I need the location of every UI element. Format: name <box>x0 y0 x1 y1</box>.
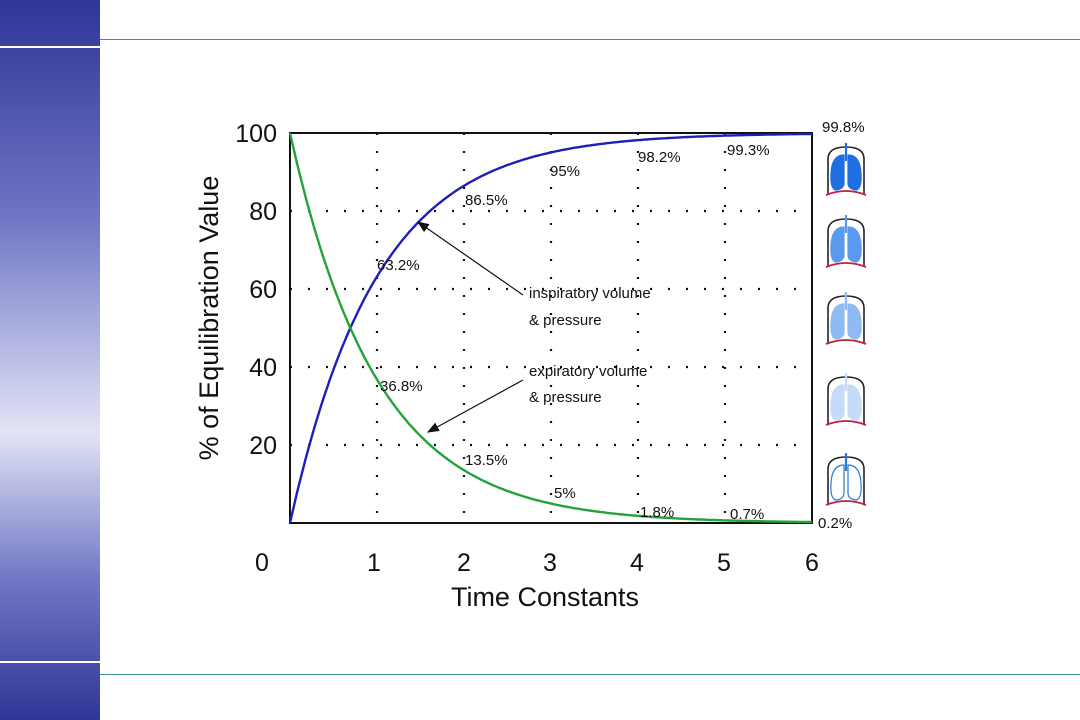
y-tick-label: 60 <box>249 276 277 304</box>
y-tick-label: 80 <box>249 198 277 226</box>
annotation-inspiratory-line1: inspiratory volume <box>529 285 651 302</box>
point-label: 5% <box>554 485 576 502</box>
x-tick-label: 4 <box>630 549 644 577</box>
x-tick-label: 1 <box>367 549 381 577</box>
x-tick-label: 5 <box>717 549 731 577</box>
series-line-inspiratory <box>288 132 812 524</box>
point-label: 1.8% <box>640 504 674 521</box>
side-band-top-notch <box>0 46 100 48</box>
x-tick-label: 3 <box>543 549 557 577</box>
annotation-inspiratory-line2: & pressure <box>529 312 602 329</box>
annotation-expiratory-line1: expiratory volume <box>529 363 647 380</box>
y-tick-label: 40 <box>249 354 277 382</box>
annotation-expiratory-line2: & pressure <box>529 389 602 406</box>
plot-frame <box>289 132 813 524</box>
header-rule <box>100 39 1080 40</box>
annotation-inspiratory: inspiratory volume & pressure <box>417 221 651 329</box>
y-tick-label: 100 <box>235 120 277 148</box>
point-label: 13.5% <box>465 452 508 469</box>
lungs-icon <box>825 292 867 345</box>
x-tick-label: 6 <box>805 549 819 577</box>
point-label: 99.8% <box>822 119 865 136</box>
point-label: 63.2% <box>377 257 420 274</box>
x-tick-label: 0 <box>255 549 269 577</box>
side-band-bottom-notch <box>0 661 100 663</box>
point-label: 36.8% <box>380 378 423 395</box>
point-label: 99.3% <box>727 142 770 159</box>
y-tick-label: 20 <box>249 432 277 460</box>
x-axis-title: Time Constants <box>451 582 639 612</box>
lungs-icon <box>825 215 867 268</box>
lungs-icon <box>825 143 867 196</box>
annotation-arrow-expiratory <box>426 379 524 433</box>
annotation-expiratory: expiratory volume & pressure <box>426 363 647 433</box>
y-axis-title: % of Equilibration Value <box>194 176 224 461</box>
lung-icons <box>825 143 867 506</box>
x-tick-labels: 0 1 2 3 4 5 6 <box>255 549 819 577</box>
point-label: 0.7% <box>730 506 764 523</box>
series-line-expiratory <box>288 132 812 524</box>
point-label: 0.2% <box>818 515 852 532</box>
point-labels: 63.2% 86.5% 95% 98.2% 99.3% 99.8% 36.8% 13.5% 5%… <box>377 119 865 532</box>
annotation-arrow-inspiratory <box>417 221 524 296</box>
point-label: 95% <box>550 163 580 180</box>
x-tick-label: 2 <box>457 549 471 577</box>
footer-rule <box>100 674 1080 675</box>
point-label: 98.2% <box>638 149 681 166</box>
series-lines <box>288 132 812 524</box>
point-label: 86.5% <box>465 192 508 209</box>
lungs-icon <box>825 453 867 506</box>
grid-lines <box>290 133 812 523</box>
y-tick-labels: 20 40 60 80 100 <box>235 120 277 460</box>
side-band <box>0 0 100 720</box>
lungs-icon <box>825 373 867 426</box>
